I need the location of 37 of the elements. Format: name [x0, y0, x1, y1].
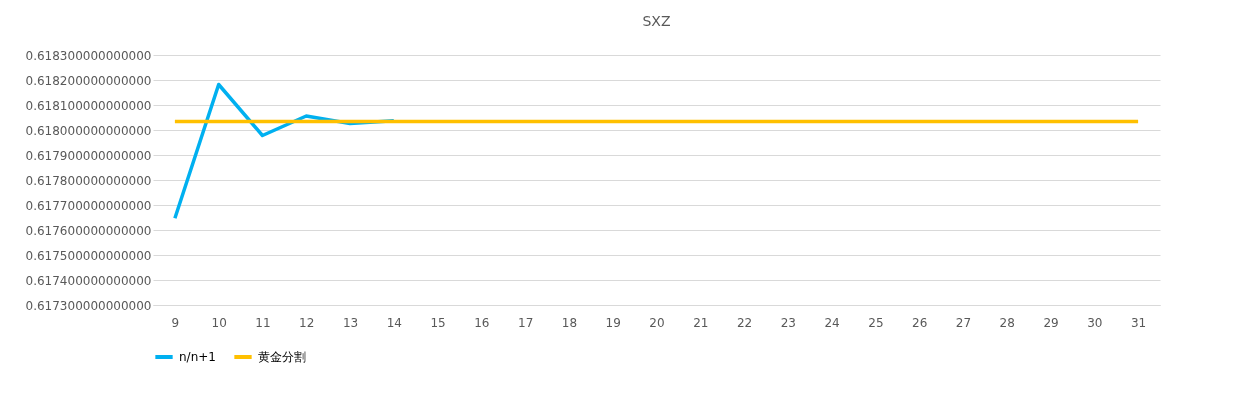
x-tick-label: 15: [430, 315, 446, 330]
x-tick-label: 20: [649, 315, 665, 330]
x-tick-label: 25: [868, 315, 884, 330]
x-tick-label: 26: [912, 315, 928, 330]
x-tick-label: 11: [255, 315, 271, 330]
x-tick-label: 24: [824, 315, 840, 330]
y-tick-label: 0.617500000000000: [25, 248, 152, 263]
x-tick-label: 16: [474, 315, 490, 330]
x-tick-label: 12: [299, 315, 315, 330]
x-tick-label: 19: [605, 315, 621, 330]
x-tick-label: 30: [1087, 315, 1103, 330]
legend-label: n/n+1: [179, 350, 216, 364]
x-tick-label: 13: [342, 315, 359, 330]
x-tick-label: 10: [211, 315, 227, 330]
y-tick-label: 0.618100000000000: [25, 98, 152, 113]
x-tick-label: 29: [1043, 315, 1059, 330]
x-tick-label: 17: [518, 315, 534, 330]
legend-label: 黄金分割: [258, 350, 306, 364]
x-tick-label: 14: [386, 315, 402, 330]
y-tick-label: 0.617600000000000: [25, 223, 152, 238]
chart-title: SXZ: [642, 13, 671, 29]
y-tick-label: 0.617900000000000: [25, 148, 152, 163]
x-tick-label: 18: [561, 315, 578, 330]
x-tick-label: 22: [736, 315, 753, 330]
x-tick-label: 21: [693, 315, 709, 330]
x-tick-label: 23: [780, 315, 796, 330]
y-tick-label: 0.617300000000000: [25, 298, 152, 313]
x-tick-label: 27: [955, 315, 972, 330]
y-tick-label: 0.617800000000000: [25, 173, 152, 188]
y-tick-label: 0.617400000000000: [25, 273, 152, 288]
x-tick-label: 28: [999, 315, 1015, 330]
x-tick-label: 31: [1130, 315, 1147, 330]
y-tick-label: 0.618000000000000: [25, 123, 152, 138]
x-tick-label: 9: [171, 315, 180, 330]
y-tick-label: 0.617700000000000: [25, 198, 152, 213]
y-tick-label: 0.618300000000000: [25, 48, 152, 63]
y-tick-label: 0.618200000000000: [25, 73, 152, 88]
